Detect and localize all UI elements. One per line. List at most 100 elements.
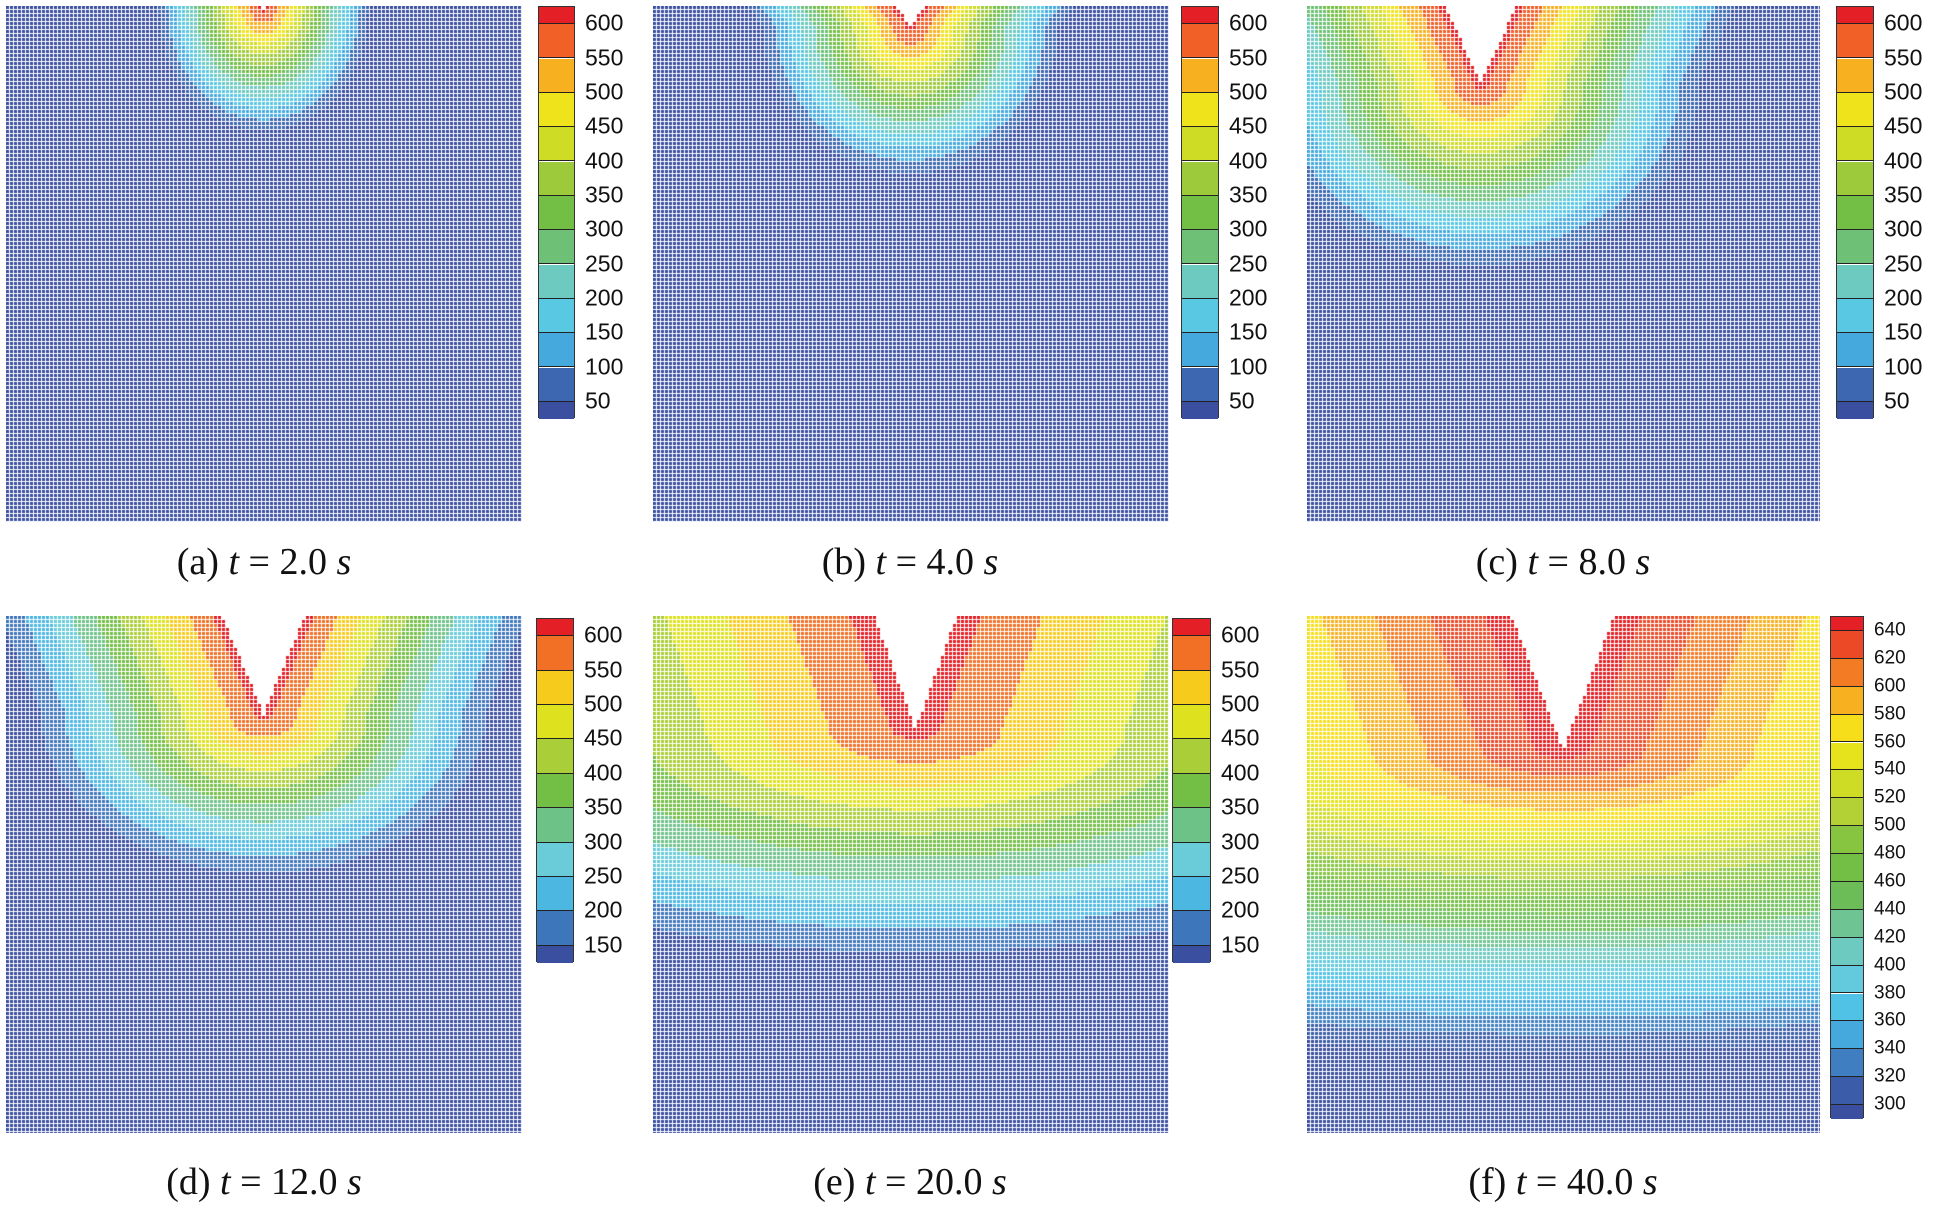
colorbar-segment [1831,881,1863,910]
colorbar-segment [1831,742,1863,771]
colorbar-tick-label: 500 [1884,78,1923,105]
colorbar-tick-label: 440 [1874,898,1906,920]
colorbar-tick-label: 550 [584,656,623,683]
colorbar-tick-label: 600 [1884,9,1923,36]
colorbar-tick-label: 100 [585,353,624,379]
contour-plot-c [1307,6,1820,522]
colorbar-segment [1831,630,1863,659]
colorbar-tick-label: 550 [1229,44,1268,70]
colorbar-tick-label: 200 [1884,284,1923,311]
colorbar-tick-label: 150 [1229,318,1268,345]
contour-plot-f [1307,616,1820,1133]
colorbar-segment [1182,401,1218,419]
colorbar-segment [1182,195,1218,231]
colorbar-segment [1831,993,1863,1022]
colorbar-segment [537,911,573,946]
colorbar-tick-label: 350 [585,181,624,208]
colorbar-tick-label: 350 [1221,793,1260,820]
colorbar [538,6,575,419]
colorbar-segment [1831,1077,1863,1106]
colorbar [1181,6,1219,419]
colorbar-tick-label: 520 [1874,786,1906,808]
colorbar-tick-label: 500 [584,690,623,717]
colorbar-segment [537,636,573,671]
colorbar-segment [1831,937,1863,966]
panel-caption: (b) t = 4.0 s [821,541,999,583]
colorbar-tick-label: 200 [584,896,623,923]
colorbar-segment [1831,617,1863,631]
colorbar-tick-label: 400 [1229,147,1268,173]
colorbar-tick-label: 400 [585,147,624,173]
colorbar-segment [1182,333,1218,368]
colorbar-segment [1831,798,1863,827]
colorbar-tick-label: 50 [1884,387,1910,414]
colorbar-segment [537,739,573,774]
colorbar-tick-label: 500 [585,78,624,105]
colorbar-tick-label: 50 [585,387,611,414]
colorbar-segment [537,773,573,809]
colorbar-segment [1837,161,1873,196]
colorbar-tick-label: 400 [584,759,623,786]
colorbar-segment [1831,854,1863,882]
contour-plot-b [653,6,1169,522]
colorbar-segment [1837,92,1873,128]
colorbar-tick-label: 360 [1874,1009,1906,1031]
temperature-field [6,616,522,1133]
colorbar-tick-label: 500 [1221,690,1260,717]
colorbar-segment [1837,401,1873,419]
temperature-field [653,6,1169,522]
colorbar-segment [539,92,574,128]
colorbar-tick-label: 50 [1229,387,1255,414]
colorbar-tick-label: 150 [1884,318,1923,345]
colorbar-tick-label: 450 [1221,724,1260,751]
colorbar-tick-label: 250 [585,250,624,276]
colorbar-segment [1831,909,1863,938]
colorbar-tick-label: 620 [1874,647,1906,669]
colorbar-segment [1837,58,1873,93]
colorbar-tick-label: 580 [1874,703,1906,725]
colorbar-tick-label: 600 [1229,9,1268,36]
colorbar-segment [1182,161,1218,196]
colorbar-segment [1831,965,1863,994]
colorbar-tick-label: 450 [1229,112,1268,139]
colorbar-segment [1173,945,1210,963]
colorbar-segment [1173,808,1210,843]
colorbar-tick-label: 460 [1874,870,1906,892]
colorbar [1830,616,1864,1119]
colorbar-segment [1837,333,1873,368]
colorbar-segment [1831,658,1863,687]
colorbar-segment [537,808,573,843]
colorbar-segment [1173,773,1210,809]
colorbar-segment [1173,739,1210,774]
colorbar-tick-label: 450 [584,724,623,751]
colorbar-segment [1173,705,1210,740]
colorbar-segment [1831,1105,1863,1119]
colorbar-segment [539,24,574,59]
colorbar-segment [539,367,574,402]
temperature-field [1307,6,1820,522]
colorbar-segment [1182,264,1218,299]
colorbar-tick-label: 150 [1221,931,1260,958]
colorbar-tick-label: 250 [1229,250,1268,276]
colorbar-segment [1182,24,1218,59]
colorbar-tick-label: 450 [585,112,624,139]
colorbar-tick-label: 600 [584,621,623,648]
colorbar-tick-label: 560 [1874,731,1906,752]
temperature-field [6,6,522,522]
colorbar-segment [1837,367,1873,402]
colorbar-segment [1831,686,1863,715]
colorbar-segment [1173,670,1210,705]
colorbar-segment [537,877,573,912]
colorbar-segment [1182,58,1218,93]
colorbar-tick-label: 300 [1221,828,1260,855]
colorbar-tick-label: 300 [584,828,623,855]
colorbar-segment [539,333,574,368]
colorbar-segment [539,264,574,299]
colorbar-tick-label: 250 [1221,862,1260,889]
temperature-field [653,616,1169,1133]
colorbar-tick-label: 100 [1229,353,1268,379]
colorbar-segment [1182,367,1218,402]
colorbar-tick-label: 550 [1221,656,1260,683]
colorbar-tick-label: 150 [584,931,623,958]
colorbar-segment [1837,127,1873,162]
